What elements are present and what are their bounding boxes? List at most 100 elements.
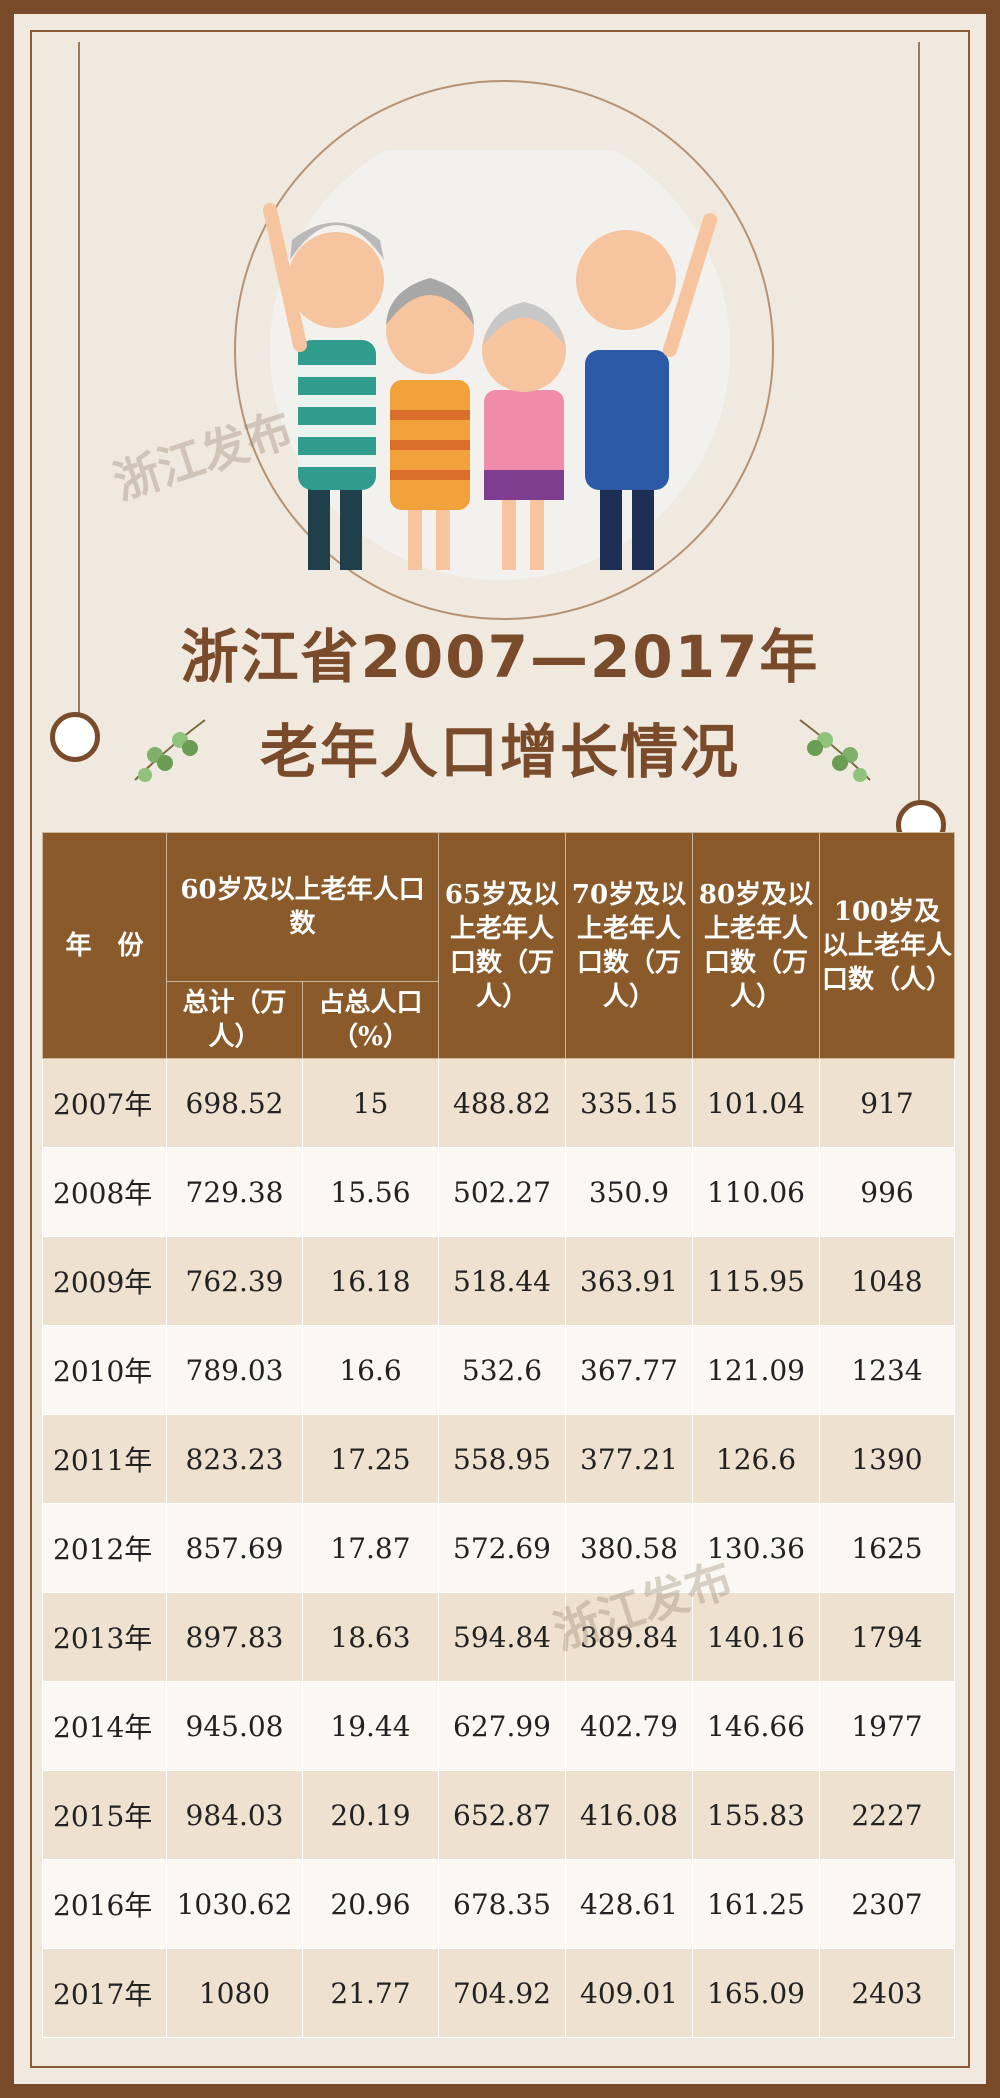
table-cell: 984.03 — [166, 1770, 303, 1860]
table-cell: 16.18 — [302, 1236, 439, 1326]
table-row: 2008年 729.38 15.56 502.27 350.9 110.06 996 — [42, 1147, 955, 1237]
table-cell: 20.96 — [302, 1859, 439, 1949]
hanging-string-left — [78, 42, 80, 722]
table-cell: 897.83 — [166, 1592, 303, 1682]
table-cell: 1390 — [819, 1414, 955, 1504]
table-cell: 2403 — [819, 1948, 955, 2038]
table-cell-year: 2014年 — [42, 1681, 167, 1771]
table-cell: 823.23 — [166, 1414, 303, 1504]
table-cell: 15 — [302, 1058, 439, 1148]
table-cell: 678.35 — [438, 1859, 566, 1949]
table-cell: 389.84 — [565, 1592, 693, 1682]
table-row: 2016年 1030.62 20.96 678.35 428.61 161.25 2307 — [42, 1859, 955, 1949]
table-cell: 161.25 — [692, 1859, 820, 1949]
header-group-60: 60岁及以上老年人口数 — [166, 832, 439, 982]
table-cell: 1030.62 — [166, 1859, 303, 1949]
table-cell: 1794 — [819, 1592, 955, 1682]
table-cell: 121.09 — [692, 1325, 820, 1415]
table-cell: 1625 — [819, 1503, 955, 1593]
table-cell-year: 2011年 — [42, 1414, 167, 1504]
table-cell: 698.52 — [166, 1058, 303, 1148]
table-cell: 416.08 — [565, 1770, 693, 1860]
elderly-population-table: 年 份 60岁及以上老年人口数 65岁及以上老年人口数（万人） 70岁及以上老年… — [42, 832, 955, 2038]
elderly-people-illustration — [263, 150, 730, 580]
table-cell: 21.77 — [302, 1948, 439, 2038]
ring-left-icon — [50, 712, 100, 762]
table-cell: 1977 — [819, 1681, 955, 1771]
table-cell: 652.87 — [438, 1770, 566, 1860]
title-line-1: 浙江省2007—2017年 — [180, 623, 820, 691]
table-cell: 18.63 — [302, 1592, 439, 1682]
table-cell: 558.95 — [438, 1414, 566, 1504]
table-row: 2015年 984.03 20.19 652.87 416.08 155.83 2227 — [42, 1770, 955, 1860]
table-cell: 126.6 — [692, 1414, 820, 1504]
table-cell-year: 2016年 — [42, 1859, 167, 1949]
table-cell: 115.95 — [692, 1236, 820, 1326]
header-percent: 占总人口（%） — [302, 981, 439, 1059]
table-cell: 20.19 — [302, 1770, 439, 1860]
table-cell: 15.56 — [302, 1147, 439, 1237]
grandmother-right-figure — [482, 302, 566, 570]
table-cell: 502.27 — [438, 1147, 566, 1237]
title-line-2: 老年人口增长情况 — [259, 718, 740, 786]
table-cell: 917 — [819, 1058, 955, 1148]
table-row: 2009年 762.39 16.18 518.44 363.91 115.95 1048 — [42, 1236, 955, 1326]
hanging-string-right — [918, 42, 920, 804]
table-cell: 130.36 — [692, 1503, 820, 1593]
table-cell: 1048 — [819, 1236, 955, 1326]
table-cell-year: 2017年 — [42, 1948, 167, 2038]
table-cell: 2227 — [819, 1770, 955, 1860]
table-cell: 572.69 — [438, 1503, 566, 1593]
table-cell: 377.21 — [565, 1414, 693, 1504]
table-cell: 762.39 — [166, 1236, 303, 1326]
table-row: 2010年 789.03 16.6 532.6 367.77 121.09 1234 — [42, 1325, 955, 1415]
table-cell: 155.83 — [692, 1770, 820, 1860]
table-cell: 1080 — [166, 1948, 303, 2038]
table-cell: 1234 — [819, 1325, 955, 1415]
table-row: 2014年 945.08 19.44 627.99 402.79 146.66 1977 — [42, 1681, 955, 1771]
grandfather-right-figure — [576, 213, 717, 570]
table-cell-year: 2015年 — [42, 1770, 167, 1860]
table-cell: 627.99 — [438, 1681, 566, 1771]
table-cell: 518.44 — [438, 1236, 566, 1326]
table-cell: 729.38 — [166, 1147, 303, 1237]
table-cell: 335.15 — [565, 1058, 693, 1148]
header-age-100: 100岁及以上老年人口数（人） — [819, 832, 955, 1059]
header-row-1: 年 份 60岁及以上老年人口数 65岁及以上老年人口数（万人） 70岁及以上老年… — [42, 832, 955, 1059]
table-cell: 146.66 — [692, 1681, 820, 1771]
table-cell: 17.25 — [302, 1414, 439, 1504]
table-cell: 402.79 — [565, 1681, 693, 1771]
grandfather-left-figure — [263, 203, 384, 570]
table-cell: 350.9 — [565, 1147, 693, 1237]
table-cell-year: 2010年 — [42, 1325, 167, 1415]
header-age-70: 70岁及以上老年人口数（万人） — [565, 832, 693, 1059]
table-cell: 19.44 — [302, 1681, 439, 1771]
table-cell: 380.58 — [565, 1503, 693, 1593]
table-cell: 704.92 — [438, 1948, 566, 2038]
table-cell: 17.87 — [302, 1503, 439, 1593]
table-cell: 409.01 — [565, 1948, 693, 2038]
table-row: 2007年 698.52 15 488.82 335.15 101.04 917 — [42, 1058, 955, 1148]
clover-sprig-left-icon — [134, 719, 206, 782]
table-row: 2013年 897.83 18.63 594.84 389.84 140.16 1794 — [42, 1592, 955, 1682]
header-age-80: 80岁及以上老年人口数（万人） — [692, 832, 820, 1059]
header-age-65: 65岁及以上老年人口数（万人） — [438, 832, 566, 1059]
table-cell-year: 2008年 — [42, 1147, 167, 1237]
grandmother-left-figure — [386, 278, 474, 570]
table-cell: 367.77 — [565, 1325, 693, 1415]
table-row: 2017年 1080 21.77 704.92 409.01 165.09 2403 — [42, 1948, 955, 2038]
table-cell: 945.08 — [166, 1681, 303, 1771]
table-cell-year: 2009年 — [42, 1236, 167, 1326]
table-cell: 488.82 — [438, 1058, 566, 1148]
table-cell: 101.04 — [692, 1058, 820, 1148]
table-cell: 165.09 — [692, 1948, 820, 2038]
table-cell: 532.6 — [438, 1325, 566, 1415]
table-cell: 110.06 — [692, 1147, 820, 1237]
table-cell: 2307 — [819, 1859, 955, 1949]
table-cell: 16.6 — [302, 1325, 439, 1415]
header-year: 年 份 — [42, 832, 167, 1059]
header-total: 总计（万人） — [166, 981, 303, 1059]
decorative-arc — [234, 80, 774, 620]
table-cell: 428.61 — [565, 1859, 693, 1949]
table-cell: 996 — [819, 1147, 955, 1237]
